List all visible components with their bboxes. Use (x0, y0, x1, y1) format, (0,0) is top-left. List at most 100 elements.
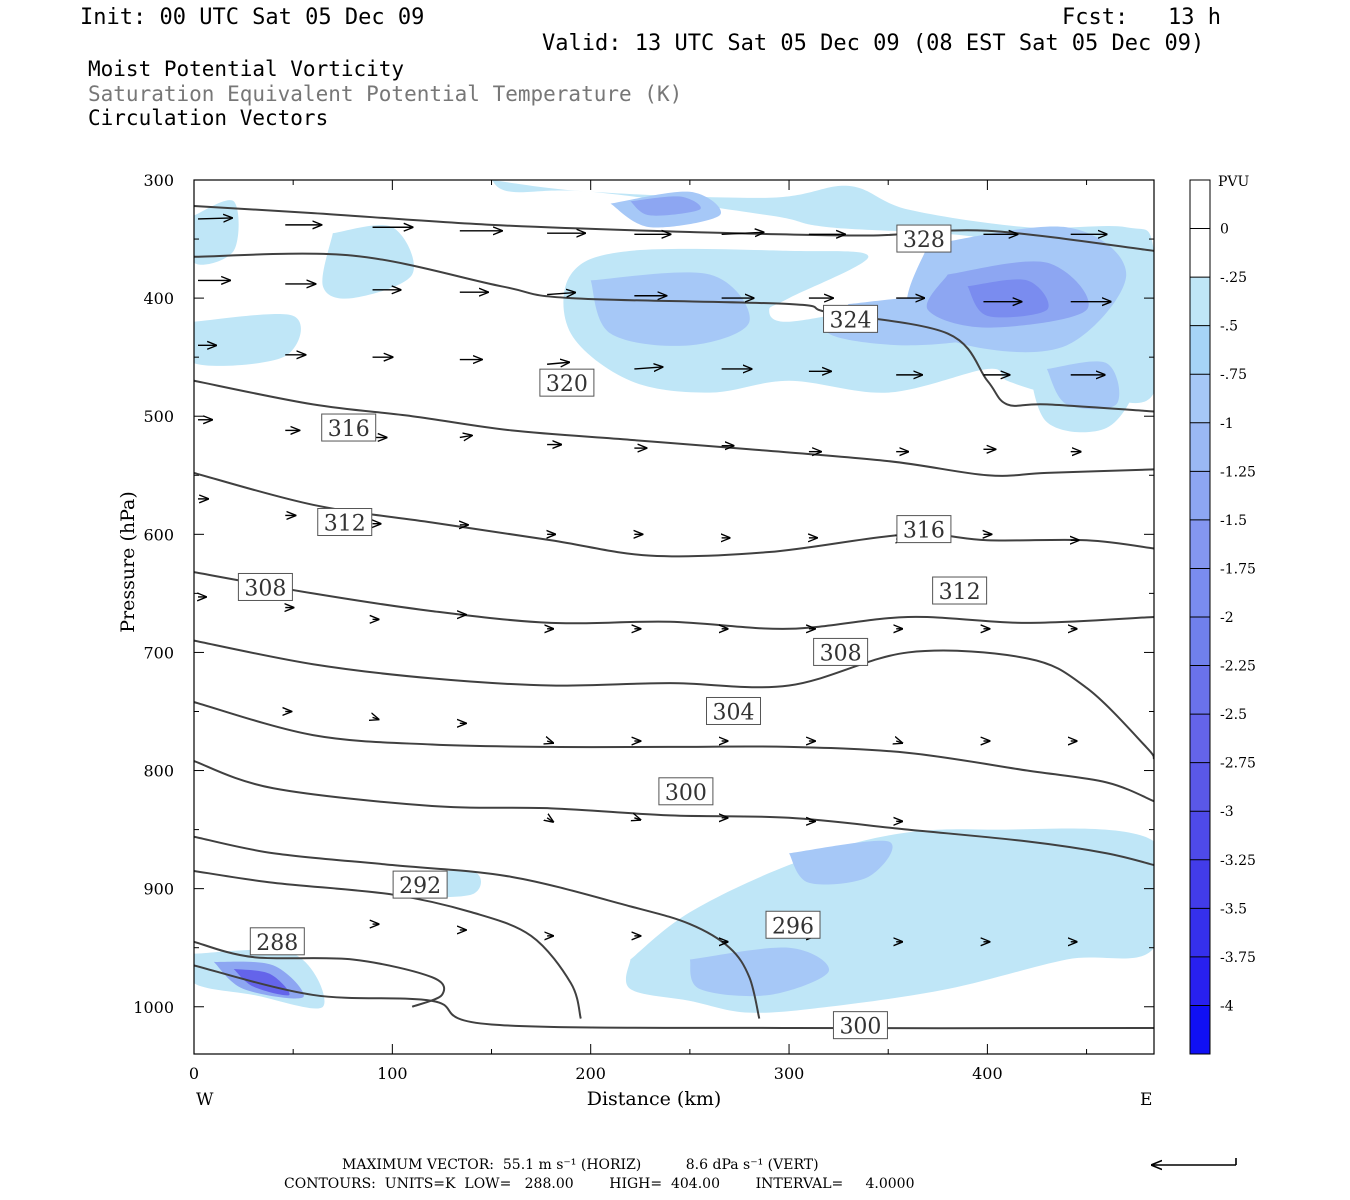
west-label: W (196, 1090, 214, 1110)
contour-label-292: 292 (392, 870, 448, 899)
contour-label-box (813, 637, 869, 666)
circulation-vector (547, 362, 569, 364)
colorbar-tick-label: -3.25 (1220, 853, 1256, 869)
contour-label-text: 312 (324, 512, 366, 537)
valid-time: Valid: 13 UTC Sat 05 Dec 09 (08 EST Sat … (542, 31, 1205, 56)
contour-label-box (706, 696, 762, 725)
y-tick-label: 400 (143, 289, 174, 308)
circulation-vector (896, 741, 902, 743)
contour-label-304: 304 (706, 696, 762, 725)
contour-label-box (896, 224, 952, 253)
colorbar-tick-label: -2.25 (1220, 659, 1256, 675)
max-vector-note: MAXIMUM VECTOR: 55.1 m s⁻¹ (HORIZ) 8.6 d… (342, 1157, 819, 1173)
contours-note: CONTOURS: UNITS=K LOW= 288.00 HIGH= 404.… (284, 1176, 915, 1192)
colorbar-tick-label: 0 (1220, 222, 1229, 238)
contour-label-text: 324 (830, 308, 872, 333)
contour-label-box (823, 304, 879, 333)
contour-label-box (765, 910, 821, 939)
contour-label-320: 320 (539, 368, 595, 397)
contour-label-box (658, 777, 714, 806)
contour-label-308: 308 (237, 572, 293, 601)
x-tick-label: 400 (972, 1064, 1003, 1083)
circulation-vector (547, 818, 553, 822)
circulation-vector (634, 818, 640, 820)
colorbar-tick-label: -.25 (1220, 270, 1247, 286)
colorbar-swatch (1190, 811, 1210, 861)
colorbar-tick-label: -.5 (1220, 319, 1238, 335)
contour-label-text: 292 (399, 874, 441, 899)
contour-296-9 (194, 835, 761, 1019)
colorbar-tick-label: -4 (1220, 998, 1234, 1014)
x-tick-label: 100 (377, 1064, 408, 1083)
colorbar-swatch (1190, 859, 1210, 909)
colorbar-swatch (1190, 228, 1210, 278)
mpv-region-5 (590, 272, 750, 346)
colorbar-tick-label: -3 (1220, 804, 1234, 820)
mpv-region-3 (322, 225, 414, 299)
mpv-region-16 (789, 840, 893, 885)
x-tick-label: 0 (189, 1064, 199, 1083)
contour-308-6 (194, 639, 1154, 760)
contour-labels: 328 324 320 316 316 312 312 308 308 304 300 300 296 2… (237, 224, 988, 1040)
colorbar-swatch (1190, 617, 1210, 667)
colorbar-swatch (1190, 374, 1210, 424)
contour-label-text: 304 (713, 700, 755, 725)
colorbar-swatch (1190, 956, 1210, 1006)
contour-label-box (249, 927, 305, 956)
colorbar-swatch (1190, 714, 1210, 764)
contour-label-316: 316 (896, 515, 952, 544)
colorbar-swatch (1190, 325, 1210, 375)
contour-label-text: 300 (839, 1015, 881, 1040)
contour-label-text: 288 (256, 931, 298, 956)
mpv-region-20 (233, 968, 290, 996)
colorbar-unit: PVU (1218, 174, 1250, 190)
mpv-region-9 (967, 279, 1049, 318)
colorbar-swatch (1190, 277, 1210, 327)
circulation-vector (547, 741, 553, 743)
init-time: Init: 00 UTC Sat 05 Dec 09 (80, 5, 425, 30)
colorbar-swatch (1190, 762, 1210, 812)
contour-label-text: 316 (903, 519, 945, 544)
contour-label-box (539, 368, 595, 397)
colorbar-swatch (1190, 471, 1210, 521)
circulation-vectors (198, 218, 1111, 948)
contour-label-308: 308 (813, 637, 869, 666)
contour-300-12 (194, 964, 1154, 1030)
colorbar-tick-label: -3.5 (1220, 901, 1247, 917)
colorbar-tick-label: -2.5 (1220, 707, 1247, 723)
contour-300-8 (194, 760, 1154, 866)
mpv-region-4 (194, 314, 301, 366)
contour-320-3 (194, 379, 1154, 477)
colorbar-tick-label: -2.75 (1220, 756, 1256, 772)
contour-label-text: 300 (665, 781, 707, 806)
contour-label-box (321, 413, 377, 442)
contour-292-10 (194, 869, 582, 1019)
y-tick-label: 300 (143, 171, 174, 190)
colorbar-swatch (1190, 568, 1210, 618)
contour-label-box (392, 870, 448, 899)
contour-label-box (932, 576, 988, 605)
colorbar-swatch (1190, 665, 1210, 715)
contour-312-5 (194, 571, 1154, 630)
contour-label-296: 296 (765, 910, 821, 939)
colorbar-tick-label: -3.75 (1220, 950, 1256, 966)
field-thetae-label: Saturation Equivalent Potential Temperat… (88, 82, 683, 106)
circulation-vector (373, 717, 379, 719)
colorbar-swatch (1190, 422, 1210, 472)
mpv-region-11 (630, 196, 701, 216)
circulation-vector (634, 367, 662, 369)
colorbar-swatch (1190, 180, 1210, 230)
contour-label-box (317, 508, 373, 537)
contour-label-text: 308 (244, 576, 286, 601)
contour-label-328: 328 (896, 224, 952, 253)
y-tick-label: 800 (143, 762, 174, 781)
pvu-colorbar: 0 -.25 -.5 -.75 -1 -1.25 -1.5 -1.75 -2 -2.25 -2.5 -… (1189, 174, 1256, 1055)
colorbar-tick-label: -1.25 (1220, 464, 1256, 480)
colorbar-tick-label: -1.75 (1220, 561, 1256, 577)
contour-label-312: 312 (932, 576, 988, 605)
thetae-contours (194, 204, 1154, 1030)
contour-label-316: 316 (321, 413, 377, 442)
field-mpv-label: Moist Potential Vorticity (88, 57, 405, 81)
contour-label-box (237, 572, 293, 601)
